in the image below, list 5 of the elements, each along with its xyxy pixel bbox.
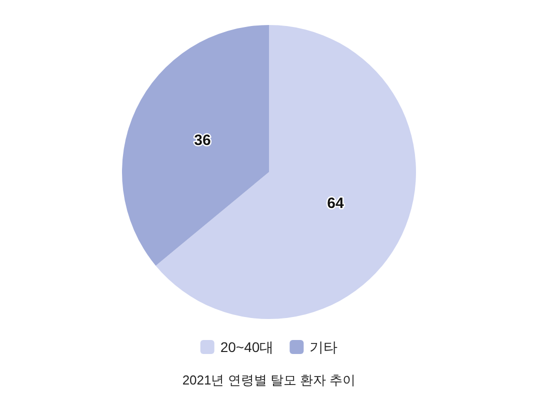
data-label: 64 [327, 194, 345, 212]
data-label: 36 [194, 132, 211, 150]
legend-label: 기타 [310, 339, 338, 355]
text: 2021년 연령별 탈모 환자 추이 [182, 372, 356, 388]
legend-label: 20~40대 [220, 339, 274, 355]
